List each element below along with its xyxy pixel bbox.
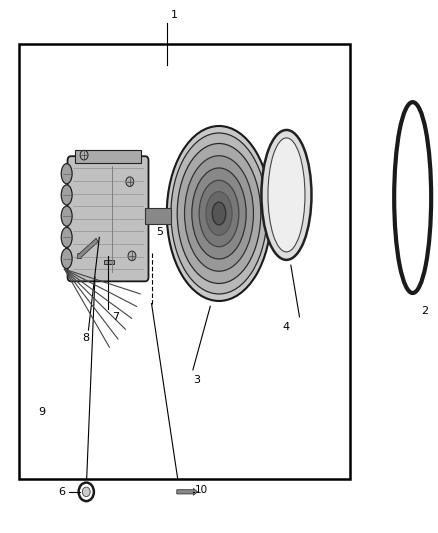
Text: 3: 3 [193, 375, 200, 385]
Ellipse shape [192, 168, 246, 259]
Bar [145, 208, 171, 224]
Ellipse shape [199, 180, 239, 247]
Ellipse shape [184, 156, 254, 271]
FancyArrow shape [77, 238, 98, 259]
Text: 9: 9 [39, 407, 46, 417]
Ellipse shape [261, 130, 311, 260]
FancyArrow shape [177, 488, 198, 495]
Ellipse shape [61, 164, 72, 184]
Text: 1: 1 [171, 10, 178, 20]
Bar [75, 150, 141, 163]
Bar [19, 44, 350, 479]
Text: 5: 5 [156, 228, 163, 237]
FancyBboxPatch shape [67, 156, 148, 281]
Ellipse shape [171, 133, 267, 294]
Text: 6: 6 [58, 487, 65, 497]
Text: 10: 10 [195, 485, 208, 495]
Ellipse shape [61, 227, 72, 247]
Ellipse shape [82, 487, 90, 497]
Circle shape [80, 150, 88, 160]
Ellipse shape [61, 185, 72, 205]
Ellipse shape [206, 191, 232, 236]
Circle shape [128, 251, 136, 261]
Text: 2: 2 [421, 306, 428, 316]
Ellipse shape [212, 202, 226, 225]
Ellipse shape [177, 143, 261, 284]
Ellipse shape [268, 138, 305, 252]
Ellipse shape [61, 206, 72, 226]
Circle shape [126, 177, 134, 187]
Bar [104, 260, 114, 264]
Text: 8: 8 [82, 333, 89, 343]
Ellipse shape [61, 248, 72, 269]
Text: 4: 4 [282, 322, 289, 332]
Ellipse shape [167, 126, 271, 301]
Text: 7: 7 [113, 312, 120, 321]
